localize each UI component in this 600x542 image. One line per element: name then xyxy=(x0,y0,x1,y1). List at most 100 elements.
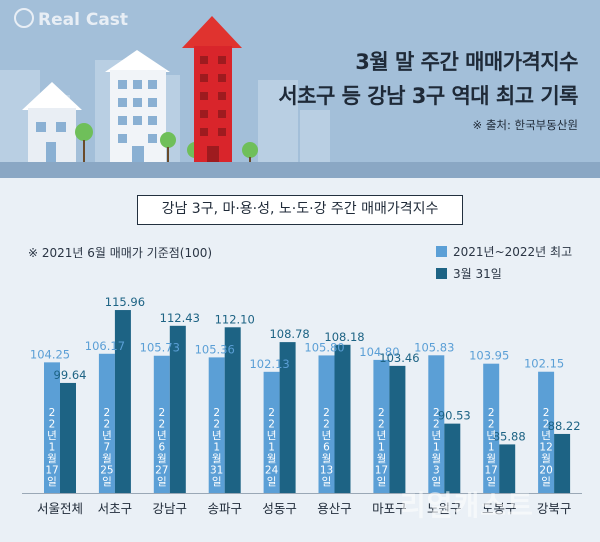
data-label-peak: 105.83 xyxy=(414,340,454,354)
data-label-peak: 103.95 xyxy=(469,349,509,363)
date-char: 년 xyxy=(267,430,277,442)
date-char: 월 xyxy=(541,453,551,465)
legend-swatch-dark xyxy=(436,267,447,279)
bar-current xyxy=(114,310,131,493)
headline-line-1: 3월 말 주간 매매가격지수 xyxy=(355,50,578,74)
date-char: 일 xyxy=(102,475,112,488)
date-char: 1 xyxy=(488,442,495,454)
date-char: 2 xyxy=(104,407,111,419)
category-label: 송파구 xyxy=(207,501,242,516)
legend-swatch-light xyxy=(436,245,447,257)
category-label: 성동구 xyxy=(262,501,297,516)
data-label-peak: 106.17 xyxy=(85,339,125,353)
category-label: 강북구 xyxy=(537,501,572,516)
logo: Real Cast xyxy=(14,8,128,30)
date-char: 년 xyxy=(157,430,167,442)
date-char: 2 xyxy=(213,407,220,419)
data-label-current: 85.88 xyxy=(493,429,526,443)
legend-label-peak: 2021년~2022년 최고 xyxy=(453,244,573,259)
data-label-peak: 102.13 xyxy=(249,357,289,371)
bar-peak xyxy=(98,353,115,493)
bar-peak xyxy=(208,357,225,493)
bar-peak xyxy=(263,371,280,493)
date-char: 6 xyxy=(158,442,165,454)
data-label-peak: 105.73 xyxy=(140,341,180,355)
date-char: 2 xyxy=(378,407,385,419)
date-char: 년 xyxy=(102,430,112,442)
date-char: 일 xyxy=(267,475,277,488)
date-char: 일 xyxy=(486,475,496,488)
legend-item-current: 3월 31일 xyxy=(436,262,572,284)
date-char: 2 xyxy=(268,419,275,431)
data-label-current: 108.18 xyxy=(324,330,364,344)
date-char: 월 xyxy=(212,453,222,465)
bar-current xyxy=(389,365,406,493)
date-char: 년 xyxy=(322,430,332,442)
category-label: 도봉구 xyxy=(482,501,517,516)
category-label: 서초구 xyxy=(98,501,133,516)
date-char: 1 xyxy=(213,442,220,454)
date-char: 월 xyxy=(47,453,57,465)
bar-peak xyxy=(44,362,60,493)
bar-peak xyxy=(428,355,445,493)
date-char: 2 xyxy=(158,407,165,419)
date-char: 1 xyxy=(378,442,385,454)
baseline-note: ※ 2021년 6월 매매가 기준점(100) xyxy=(28,246,213,260)
date-char: 일 xyxy=(47,475,57,488)
date-char: 25 xyxy=(100,465,113,477)
watermark: 리얼캐스트 xyxy=(400,489,534,522)
red-arrow-building-icon xyxy=(182,16,242,163)
bar-peak xyxy=(483,363,500,493)
ground-strip xyxy=(0,162,600,178)
data-label-peak: 105.36 xyxy=(195,342,235,356)
date-char: 년 xyxy=(47,430,57,442)
chart-title: 강남 3구, 마·용·성, 노·도·강 주간 매매가격지수 xyxy=(137,195,463,225)
category-label: 용산구 xyxy=(317,501,352,516)
date-char: 2 xyxy=(323,407,330,419)
cityscape-illustration xyxy=(0,16,330,170)
date-char: 1 xyxy=(268,442,275,454)
date-char: 2 xyxy=(104,419,111,431)
source-note: ※ 출처: 한국부동산원 xyxy=(472,118,578,132)
headline-line-2: 서초구 등 강남 3구 역대 최고 기록 xyxy=(278,84,578,108)
date-char: 2 xyxy=(213,419,220,431)
category-label: 강남구 xyxy=(153,501,188,516)
data-label-current: 103.46 xyxy=(379,351,419,365)
date-char: 월 xyxy=(157,453,167,465)
date-char: 일 xyxy=(541,475,551,488)
date-char: 월 xyxy=(322,453,332,465)
date-char: 3 xyxy=(433,465,440,477)
data-label-peak: 104.80 xyxy=(359,345,399,359)
date-char: 2 xyxy=(488,407,495,419)
date-char: 년 xyxy=(541,430,551,442)
category-label: 마포구 xyxy=(372,501,407,516)
legend-item-peak: 2021년~2022년 최고 xyxy=(436,240,572,262)
date-char: 2 xyxy=(433,407,440,419)
data-label-current: 112.43 xyxy=(160,311,200,325)
date-char: 17 xyxy=(485,465,498,477)
date-char: 년 xyxy=(431,430,441,442)
bar-current xyxy=(554,433,571,493)
date-char: 6 xyxy=(323,442,330,454)
data-label-current: 115.96 xyxy=(105,295,145,309)
date-char: 13 xyxy=(320,465,333,477)
data-label-current: 108.78 xyxy=(269,327,309,341)
house-icon xyxy=(22,82,82,163)
date-char: 월 xyxy=(267,453,277,465)
date-char: 년 xyxy=(377,430,387,442)
date-char: 2 xyxy=(543,407,550,419)
data-label-current: 99.64 xyxy=(54,368,87,382)
data-label-peak: 104.25 xyxy=(30,347,70,361)
date-char: 월 xyxy=(431,453,441,465)
date-char: 20 xyxy=(539,465,552,477)
data-label-current: 90.53 xyxy=(438,409,471,423)
date-char: 년 xyxy=(212,430,222,442)
bar-peak xyxy=(373,359,390,493)
date-char: 일 xyxy=(212,475,222,488)
bar-peak xyxy=(538,371,555,493)
date-char: 2 xyxy=(268,407,275,419)
date-char: 12 xyxy=(539,442,552,454)
date-char: 1 xyxy=(49,442,56,454)
date-char: 2 xyxy=(378,419,385,431)
